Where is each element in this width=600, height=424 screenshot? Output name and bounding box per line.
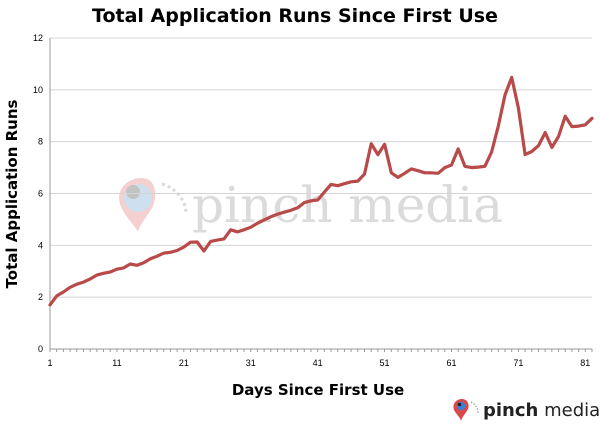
y-tick-label: 4 xyxy=(38,240,43,250)
y-tick-label: 6 xyxy=(38,189,43,199)
x-tick-label: 31 xyxy=(246,358,256,368)
y-tick-label: 8 xyxy=(38,137,43,147)
watermark-pin-icon xyxy=(119,178,188,232)
y-tick-label: 10 xyxy=(33,85,43,95)
y-axis-title: Total Application Runs xyxy=(3,99,21,288)
y-tick-label: 0 xyxy=(38,344,43,354)
x-tick-label: 1 xyxy=(47,358,52,368)
watermark-text: pinch media xyxy=(192,176,503,234)
series-line xyxy=(48,75,594,307)
x-tick-label: 61 xyxy=(446,358,456,368)
x-tick-label: 51 xyxy=(380,358,390,368)
chart-title: Total Application Runs Since First Use xyxy=(92,5,498,27)
x-tick-label: 81 xyxy=(580,358,590,368)
x-tick-label: 41 xyxy=(313,358,323,368)
watermark: pinch media xyxy=(119,176,503,234)
y-tick-label: 2 xyxy=(38,292,43,302)
x-axis-title: Days Since First Use xyxy=(232,381,404,399)
logo-media-text: media xyxy=(538,400,600,421)
y-tick-label: 12 xyxy=(33,33,43,43)
x-tick-label: 21 xyxy=(179,358,189,368)
pinch-media-logo: pinch media xyxy=(453,399,600,421)
pinch-media-logo-icon xyxy=(453,399,479,421)
svg-text:pinch media: pinch media xyxy=(483,400,600,421)
logo-pinch-text: pinch xyxy=(483,400,538,421)
x-tick-label: 71 xyxy=(513,358,523,368)
x-tick-label: 11 xyxy=(112,358,121,368)
